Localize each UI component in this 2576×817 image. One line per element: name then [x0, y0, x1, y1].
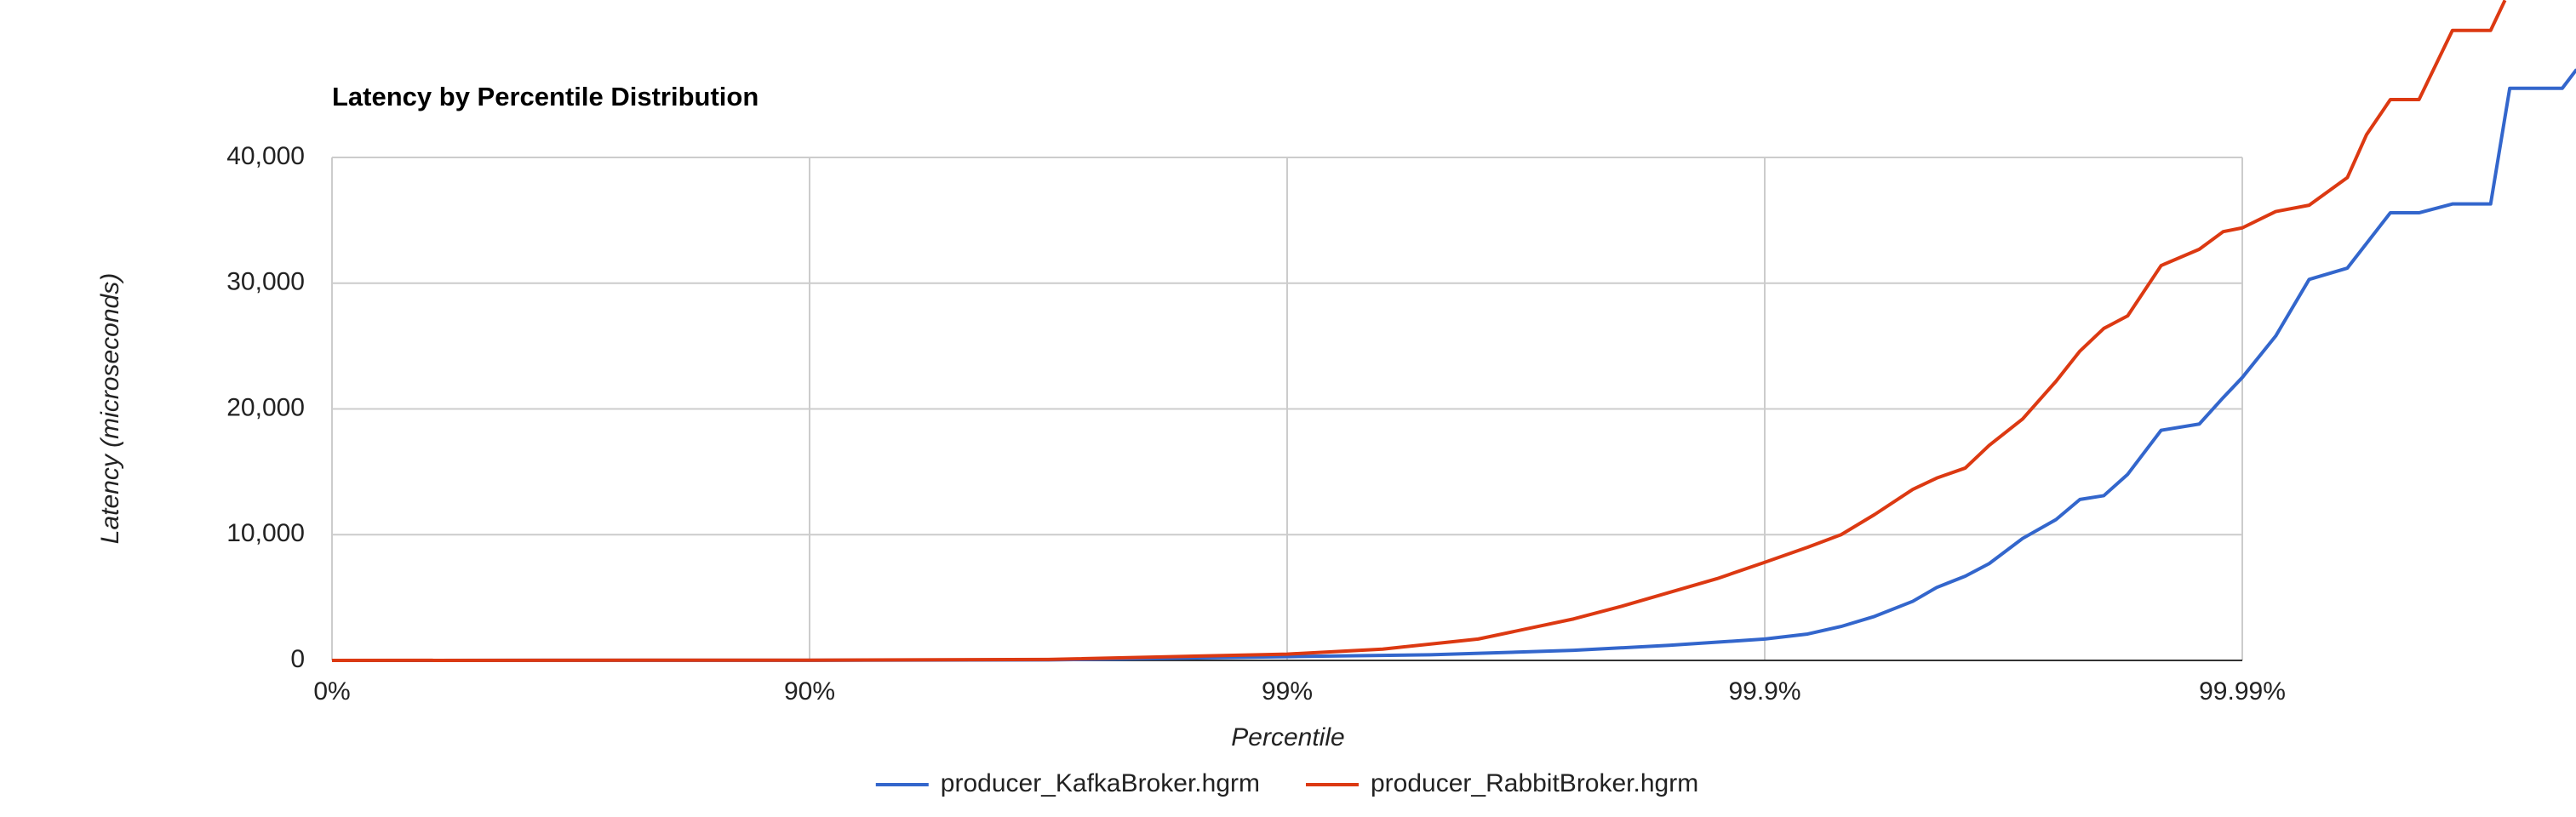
- y-axis-title: Latency (microseconds): [96, 273, 124, 544]
- chart-title: Latency by Percentile Distribution: [332, 82, 758, 111]
- series-line: [331, 68, 2576, 662]
- legend-label: producer_KafkaBroker.hgrm: [941, 769, 1260, 797]
- y-tick-label: 30,000: [226, 268, 305, 296]
- series-line: [331, 0, 2507, 662]
- y-tick-label: 20,000: [226, 393, 305, 421]
- x-tick-label: 0%: [313, 677, 350, 706]
- x-tick-label: 99.99%: [2199, 677, 2286, 706]
- legend-label: producer_RabbitBroker.hgrm: [1371, 769, 1698, 797]
- y-tick-label: 10,000: [226, 519, 305, 547]
- x-tick-label: 90%: [784, 677, 835, 706]
- x-tick-label: 99%: [1262, 677, 1313, 706]
- y-tick-label: 0: [290, 645, 305, 673]
- x-tick-label: 99.9%: [1728, 677, 1800, 706]
- y-tick-label: 40,000: [226, 142, 305, 170]
- x-axis-title: Percentile: [1231, 723, 1344, 751]
